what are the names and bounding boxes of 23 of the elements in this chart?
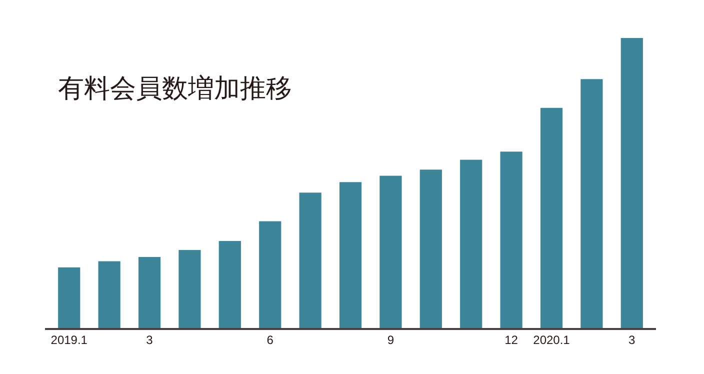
bar xyxy=(339,182,362,328)
bar xyxy=(259,221,282,328)
x-tick-label: 3 xyxy=(628,333,636,348)
bar xyxy=(540,108,563,328)
x-tick-label: 2019.1 xyxy=(50,333,88,348)
x-tick-label: 9 xyxy=(387,333,394,348)
bar xyxy=(138,256,161,328)
bar xyxy=(620,38,643,328)
bar xyxy=(299,192,322,328)
text: 有料会員数増加推移 xyxy=(58,74,292,104)
x-tick-label: 6 xyxy=(266,333,274,348)
bar xyxy=(58,267,80,328)
bar xyxy=(580,79,603,328)
bar xyxy=(98,261,120,328)
bar xyxy=(218,241,241,328)
bar xyxy=(380,176,402,328)
x-tick-label: 3 xyxy=(146,333,154,348)
x-tick-label: 12 xyxy=(504,333,518,348)
x-tick-label: 2020.1 xyxy=(533,333,570,348)
bar xyxy=(178,250,201,328)
bar xyxy=(420,170,442,328)
bar xyxy=(500,152,522,328)
bar xyxy=(460,160,482,328)
